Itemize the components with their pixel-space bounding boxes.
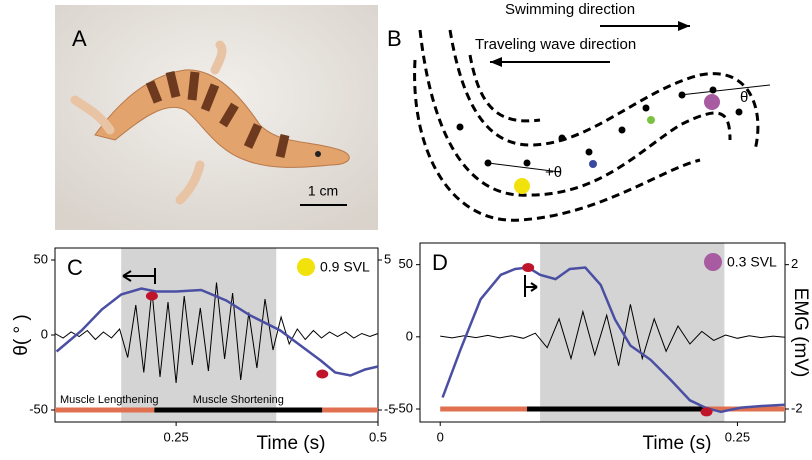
legend-dot <box>297 258 315 276</box>
y-tick-label: 0 <box>41 326 48 341</box>
segment-dot <box>647 116 655 124</box>
phase-label: Muscle Lengthening <box>60 394 158 406</box>
ref-line <box>487 162 561 173</box>
x-axis-label: Time (s) <box>643 433 712 454</box>
ref-line <box>679 84 771 96</box>
panel-label: C <box>67 255 83 280</box>
plot-frame <box>419 242 786 423</box>
shaded-region <box>540 243 725 422</box>
legend-label: 0.9 SVL <box>320 259 370 275</box>
chart: -50 0 50 -5 5 0.25 0.5 Muscle Lengthening Muscle… <box>11 247 396 454</box>
segment-dot <box>514 178 530 194</box>
y-tick-label: 50 <box>34 251 48 266</box>
y-tick-label: -50 <box>394 400 413 415</box>
y2-axis-label: EMG (mV) <box>790 288 811 378</box>
panel-label: A <box>72 26 87 51</box>
y-tick-label: 0 <box>406 328 413 343</box>
markers <box>456 86 743 167</box>
x-tick-label: 0.25 <box>725 429 750 444</box>
x-tick-label: 0.5 <box>369 429 387 444</box>
panel-label: D <box>432 250 448 275</box>
segment-dot <box>589 160 597 168</box>
panel-label: B <box>387 26 402 51</box>
angle-line <box>55 287 379 377</box>
phase-label: Muscle Shortening <box>193 394 284 406</box>
chart: -50 0 50 -2 2 0 0.25 0.3 SVL D Time (s) EMG (mV) <box>394 242 811 454</box>
panel-a: A 1 cm <box>55 5 378 230</box>
y2-tick-label: 5 <box>384 251 391 266</box>
emg-line <box>440 304 786 366</box>
legend-label: 0.3 SVL <box>727 254 777 270</box>
body-outlines <box>413 29 760 222</box>
event-point <box>316 369 329 379</box>
y-tick-label: -50 <box>29 401 48 416</box>
y-tick-label: 50 <box>399 256 413 271</box>
x-tick-label: 0 <box>437 429 444 444</box>
angle-line <box>441 266 786 414</box>
legend-dot <box>704 253 722 271</box>
angle-label: θ <box>740 89 748 106</box>
swimming-label: Swimming direction <box>505 1 635 18</box>
lizard-eye <box>315 151 321 157</box>
x-tick-label: 0.25 <box>163 429 188 444</box>
emg-line <box>54 282 379 384</box>
x-axis-label: Time (s) <box>257 433 326 454</box>
y-axis-label: θ( ° ) <box>11 314 32 355</box>
event-point <box>145 291 158 301</box>
lizard-bands <box>145 70 290 158</box>
event-point <box>522 263 535 273</box>
lizard-legs <box>70 40 227 205</box>
y2-tick-label: 2 <box>791 256 798 271</box>
annotations <box>122 268 538 297</box>
wave-label: Traveling wave direction <box>475 36 636 53</box>
y2-tick-label: -5 <box>384 401 396 416</box>
angle-label: +θ <box>545 164 562 181</box>
arrowhead <box>490 57 502 67</box>
panel-b: B Swimming direction Traveling wave dire… <box>387 1 771 222</box>
segment-dot <box>704 94 720 110</box>
event-point <box>700 407 713 417</box>
scale-label: 1 cm <box>308 183 338 199</box>
y2-tick-label: -2 <box>791 400 803 415</box>
arrowhead <box>678 21 690 31</box>
